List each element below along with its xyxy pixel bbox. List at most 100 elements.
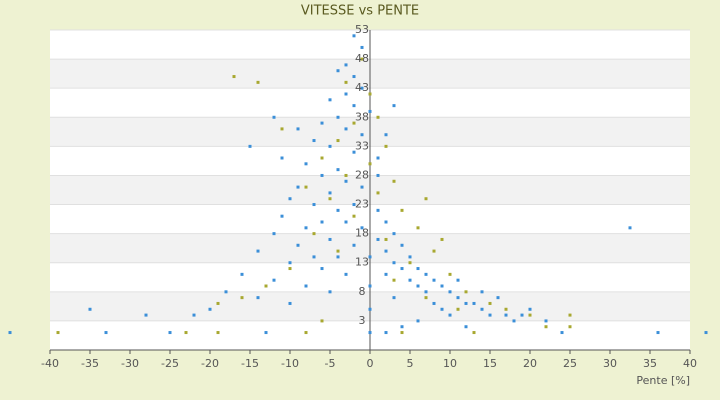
x-tick-label: 40 <box>683 357 697 370</box>
point <box>288 301 292 305</box>
y-tick-label: 53 <box>355 23 369 36</box>
point <box>320 319 324 323</box>
point <box>328 98 332 102</box>
point <box>168 331 172 335</box>
point <box>256 296 260 300</box>
point <box>336 168 340 172</box>
x-tick-label: 15 <box>483 357 497 370</box>
x-tick-label: 30 <box>603 357 617 370</box>
y-tick-label: 48 <box>355 52 369 65</box>
x-tick-label: 10 <box>443 357 457 370</box>
point <box>360 185 364 189</box>
point <box>472 301 476 305</box>
point <box>216 301 220 305</box>
point <box>416 319 420 323</box>
point <box>400 331 404 335</box>
y-tick-label: 18 <box>355 227 369 240</box>
point <box>368 109 372 113</box>
point <box>360 57 364 61</box>
point <box>392 104 396 108</box>
point <box>424 197 428 201</box>
point <box>304 331 308 335</box>
point <box>336 115 340 119</box>
point <box>360 86 364 90</box>
y-tick-label: 28 <box>355 168 369 181</box>
point <box>104 331 108 335</box>
point <box>416 284 420 288</box>
point <box>456 307 460 311</box>
point <box>368 162 372 166</box>
point <box>352 243 356 247</box>
point <box>544 325 548 329</box>
point <box>352 150 356 154</box>
x-tick-label: -40 <box>41 357 59 370</box>
point <box>432 278 436 282</box>
point <box>288 267 292 271</box>
point <box>352 104 356 108</box>
point <box>312 139 316 143</box>
point <box>352 203 356 207</box>
point <box>208 307 212 311</box>
y-tick-label: 38 <box>355 110 369 123</box>
point <box>344 63 348 67</box>
point <box>296 127 300 131</box>
point <box>392 232 396 236</box>
point <box>264 331 268 335</box>
point <box>256 80 260 84</box>
point <box>440 284 444 288</box>
point <box>264 284 268 288</box>
point <box>416 267 420 271</box>
point <box>424 296 428 300</box>
point <box>456 278 460 282</box>
point <box>448 272 452 276</box>
point <box>376 191 380 195</box>
point <box>280 156 284 160</box>
point <box>480 290 484 294</box>
x-tick-label: 20 <box>523 357 537 370</box>
point <box>448 290 452 294</box>
point <box>464 290 468 294</box>
point <box>656 331 660 335</box>
x-tick-label: -25 <box>161 357 179 370</box>
point <box>496 296 500 300</box>
point <box>328 237 332 241</box>
point <box>408 261 412 265</box>
point <box>272 232 276 236</box>
point <box>344 220 348 224</box>
point <box>528 307 532 311</box>
point <box>328 191 332 195</box>
point <box>376 237 380 241</box>
point <box>480 307 484 311</box>
point <box>88 307 92 311</box>
point <box>384 144 388 148</box>
point <box>376 208 380 212</box>
x-tick-label: -20 <box>201 357 219 370</box>
point <box>344 92 348 96</box>
point <box>352 214 356 218</box>
point <box>456 296 460 300</box>
point <box>336 208 340 212</box>
point <box>528 313 532 317</box>
point <box>272 115 276 119</box>
y-tick-label: 13 <box>355 256 369 269</box>
point <box>384 331 388 335</box>
point <box>304 185 308 189</box>
point <box>320 267 324 271</box>
x-tick-label: -15 <box>241 357 259 370</box>
point <box>464 325 468 329</box>
point <box>8 331 12 335</box>
x-tick-label: 25 <box>563 357 577 370</box>
point <box>256 249 260 253</box>
point <box>352 75 356 79</box>
point <box>288 197 292 201</box>
point <box>216 331 220 335</box>
point <box>376 173 380 177</box>
point <box>336 249 340 253</box>
point <box>628 226 632 230</box>
point <box>440 307 444 311</box>
point <box>360 133 364 137</box>
y-tick-label: 43 <box>355 81 369 94</box>
point <box>360 226 364 230</box>
point <box>408 278 412 282</box>
point <box>400 243 404 247</box>
